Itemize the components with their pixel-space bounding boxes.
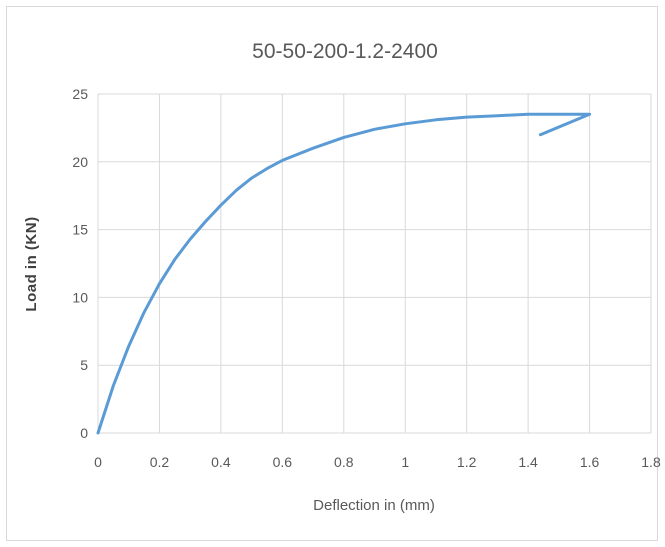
- data-point: [174, 259, 175, 260]
- chart-title: 50-50-200-1.2-2400: [252, 40, 438, 63]
- y-tick-label: 10: [72, 289, 88, 305]
- x-tick-label: 0.2: [150, 454, 170, 470]
- x-tick-label: 0.8: [334, 454, 354, 470]
- y-tick-label: 25: [72, 86, 88, 102]
- data-point: [128, 346, 129, 347]
- data-point: [540, 134, 541, 135]
- x-tick-label: 1.2: [457, 454, 477, 470]
- x-axis-label: Deflection in (mm): [313, 497, 435, 514]
- data-point: [497, 115, 498, 116]
- chart-area: [6, 6, 658, 541]
- y-tick-label: 20: [72, 154, 88, 170]
- y-tick-label: 5: [80, 357, 88, 373]
- x-tick-label: 0: [94, 454, 102, 470]
- data-point: [589, 114, 590, 115]
- data-point: [282, 160, 283, 161]
- y-tick-label: 0: [80, 425, 88, 441]
- data-point: [313, 148, 314, 149]
- x-axis-ticks: 0 0.2 0.4 0.6 0.8 1 1.2 1.4 1.6 1.8: [94, 454, 661, 470]
- x-tick-label: 0.6: [273, 454, 293, 470]
- data-point: [98, 433, 99, 434]
- data-point: [558, 114, 559, 115]
- data-point: [236, 190, 237, 191]
- data-point: [190, 239, 191, 240]
- y-axis-label: Load in (KN): [23, 216, 40, 311]
- x-tick-label: 1: [401, 454, 409, 470]
- data-point: [435, 119, 436, 120]
- data-point: [220, 205, 221, 206]
- series-line: [96, 112, 592, 435]
- y-tick-label: 15: [72, 222, 88, 238]
- data-point: [159, 283, 160, 284]
- data-point: [466, 117, 467, 118]
- plot-area: [96, 112, 592, 435]
- y-axis-ticks: 0 5 10 15 20 25: [72, 86, 88, 441]
- data-point: [144, 312, 145, 313]
- data-point: [528, 114, 529, 115]
- data-point: [266, 168, 267, 169]
- x-tick-label: 1.8: [641, 454, 661, 470]
- data-point: [374, 129, 375, 130]
- data-point: [343, 137, 344, 138]
- x-tick-label: 1.6: [580, 454, 600, 470]
- data-point: [113, 385, 114, 386]
- data-point: [205, 221, 206, 222]
- gridlines: [97, 93, 652, 434]
- data-point: [251, 178, 252, 179]
- x-tick-label: 1.4: [518, 454, 538, 470]
- data-point: [405, 123, 406, 124]
- x-tick-label: 0.4: [211, 454, 231, 470]
